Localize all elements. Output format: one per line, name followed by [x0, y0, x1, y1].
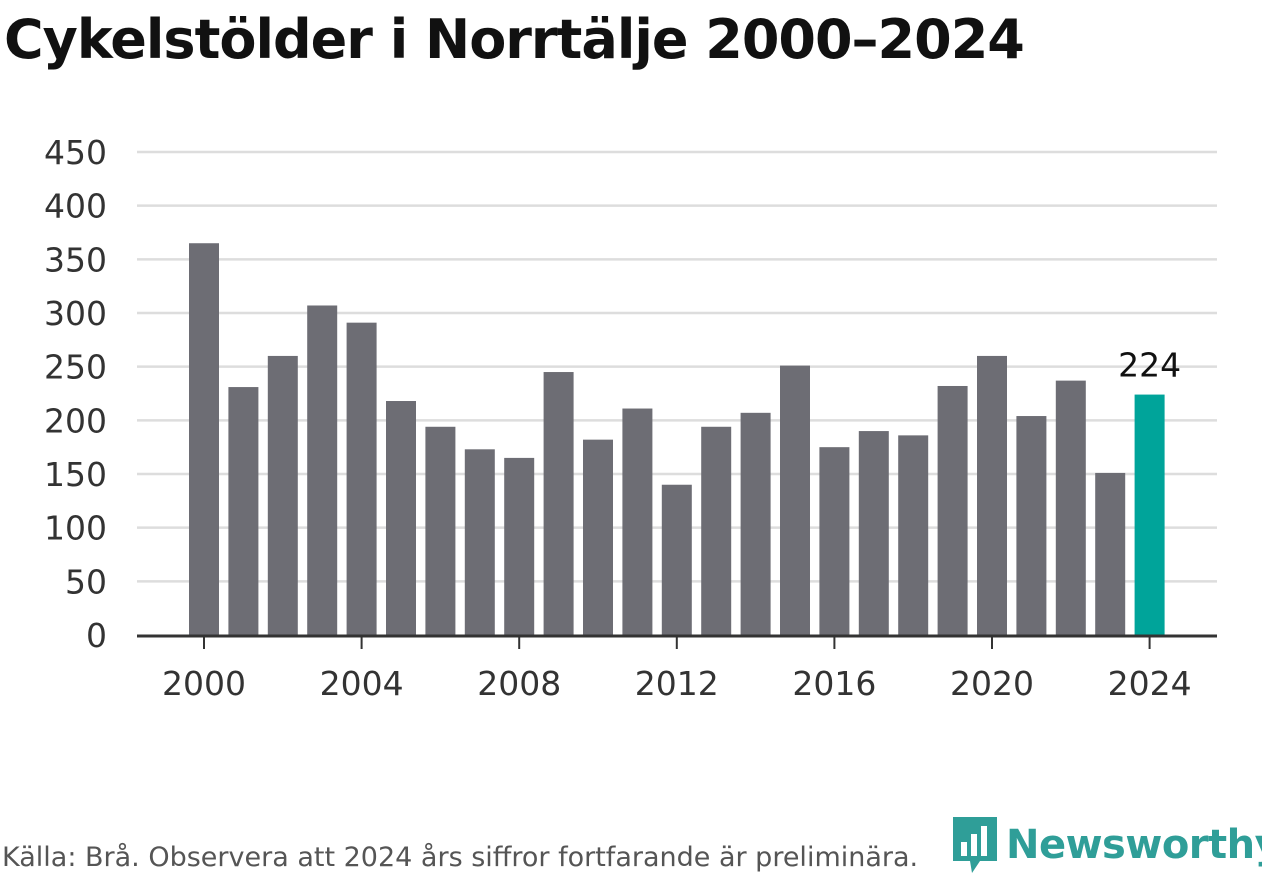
- bar: [464, 449, 495, 635]
- bar: [977, 355, 1007, 635]
- bar: [228, 387, 259, 635]
- newsworthy-chart-bubble-icon: [953, 817, 997, 873]
- bar: [425, 426, 456, 635]
- bar: [858, 431, 889, 635]
- x-tick-label: 2020: [950, 664, 1034, 703]
- x-tick-label: 2000: [162, 664, 246, 703]
- data-labels: 224: [1118, 346, 1181, 385]
- bar: [661, 484, 692, 635]
- x-tick-label: 2004: [320, 664, 404, 703]
- x-tick-label: 2016: [792, 664, 876, 703]
- bar: [1016, 416, 1047, 635]
- bar: [622, 408, 653, 635]
- bar-chart: 0 50 100 150 200 250 300 350 400 450 2000 2004 2008…: [44, 133, 1217, 703]
- bar: [189, 243, 219, 635]
- x-tick-label: 2012: [635, 664, 719, 703]
- y-tick-label: 50: [65, 562, 107, 601]
- y-tick-label: 300: [44, 294, 107, 333]
- bar: [267, 355, 298, 635]
- y-tick-label: 0: [86, 616, 107, 655]
- y-tick-label: 200: [44, 401, 107, 440]
- x-tick-label: 2008: [477, 664, 561, 703]
- logo-text: Newsworthy: [1006, 822, 1262, 868]
- y-tick-label: 150: [44, 455, 107, 494]
- bar: [386, 401, 416, 635]
- bar: [701, 426, 732, 635]
- y-axis-ticks: 0 50 100 150 200 250 300 350 400 450: [44, 133, 107, 655]
- bar: [819, 447, 850, 635]
- bar: [1055, 380, 1086, 635]
- y-tick-label: 100: [44, 509, 107, 548]
- y-tick-label: 350: [44, 240, 107, 279]
- bar: [504, 457, 535, 635]
- source-note: Källa: Brå. Observera att 2024 års siffr…: [2, 842, 919, 873]
- bar: [937, 385, 968, 635]
- bar: [307, 305, 338, 635]
- bar: [780, 365, 810, 635]
- bar: [740, 412, 771, 635]
- y-tick-label: 450: [44, 133, 107, 172]
- bar: [543, 372, 574, 635]
- newsworthy-logo: Newsworthy: [950, 815, 1262, 875]
- bar: [1095, 472, 1126, 635]
- chart-title: Cykelstölder i Norrtälje 2000–2024: [4, 8, 1025, 71]
- bar-highlighted: [1134, 394, 1165, 635]
- data-label: 224: [1118, 346, 1181, 385]
- x-tick-label: 2024: [1108, 664, 1192, 703]
- bars: [189, 243, 1165, 635]
- bar: [583, 439, 613, 635]
- bar: [898, 435, 929, 635]
- bar: [346, 322, 377, 635]
- x-axis-ticks: 2000 2004 2008 2012 2016 2020 2024: [162, 636, 1192, 703]
- y-tick-label: 250: [44, 348, 107, 387]
- y-tick-label: 400: [44, 187, 107, 226]
